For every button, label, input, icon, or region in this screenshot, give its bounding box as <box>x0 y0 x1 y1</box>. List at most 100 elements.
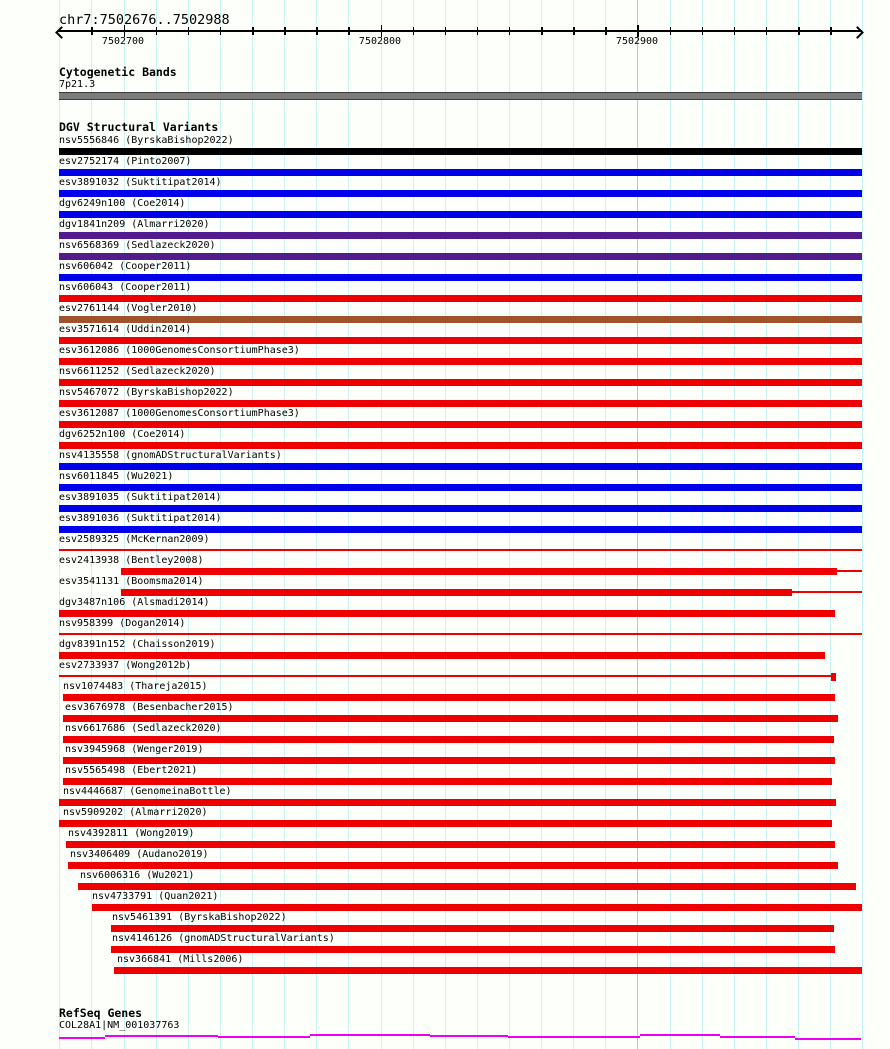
variant-label[interactable]: dgv6252n100 (Coe2014) <box>59 429 186 440</box>
variant-bar[interactable] <box>59 421 862 428</box>
variant-bar[interactable] <box>59 610 835 617</box>
gene-segment[interactable] <box>430 1035 508 1037</box>
variant-bar[interactable] <box>59 169 862 176</box>
variant-bar[interactable] <box>59 652 825 659</box>
variant-label[interactable]: nsv1074483 (Thareja2015) <box>63 681 208 692</box>
variant-label[interactable]: nsv6617686 (Sedlazeck2020) <box>65 723 222 734</box>
variant-label[interactable]: nsv958399 (Dogan2014) <box>59 618 186 629</box>
gene-segment[interactable] <box>218 1036 310 1038</box>
variant-bar[interactable] <box>59 484 862 491</box>
variant-label[interactable]: esv3891035 (Suktitipat2014) <box>59 492 222 503</box>
variant-bar[interactable] <box>66 841 835 848</box>
variant-label[interactable]: nsv366841 (Mills2006) <box>117 954 244 965</box>
variant-label[interactable]: nsv4146126 (gnomADStructuralVariants) <box>112 933 335 944</box>
variant-label[interactable]: nsv5909202 (Almarri2020) <box>63 807 208 818</box>
cytoband-bar[interactable] <box>59 92 862 100</box>
variant-label[interactable]: nsv3406409 (Audano2019) <box>70 849 209 860</box>
variant-label[interactable]: nsv5467072 (ByrskaBishop2022) <box>59 387 234 398</box>
variant-label[interactable]: nsv606043 (Cooper2011) <box>59 282 192 293</box>
variant-label[interactable]: nsv4733791 (Quan2021) <box>92 891 219 902</box>
variant-bar[interactable] <box>121 568 837 575</box>
variant-bar[interactable] <box>59 400 862 407</box>
track-header-dgv-structural-variants[interactable]: DGV Structural Variants <box>59 120 219 134</box>
variant-label[interactable]: esv3541131 (Boomsma2014) <box>59 576 204 587</box>
variant-label[interactable]: nsv6611252 (Sedlazeck2020) <box>59 366 216 377</box>
track-header-cytogenetic-bands[interactable]: Cytogenetic Bands <box>59 65 177 79</box>
variant-bar[interactable] <box>111 925 834 932</box>
variant-label[interactable]: esv2752174 (Pinto2007) <box>59 156 192 167</box>
variant-label[interactable]: nsv4135558 (gnomADStructuralVariants) <box>59 450 282 461</box>
variant-label[interactable]: esv3571614 (Uddin2014) <box>59 324 192 335</box>
variant-label[interactable]: nsv3945968 (Wenger2019) <box>65 744 204 755</box>
variant-line[interactable] <box>59 549 862 551</box>
gene-segment[interactable] <box>795 1038 861 1040</box>
variant-label[interactable]: dgv8391n152 (Chaisson2019) <box>59 639 216 650</box>
gene-segment[interactable] <box>59 1037 105 1039</box>
variant-label[interactable]: esv3612087 (1000GenomesConsortiumPhase3) <box>59 408 300 419</box>
variant-bar[interactable] <box>59 337 862 344</box>
variant-bar[interactable] <box>63 694 835 701</box>
variant-label[interactable]: nsv4446687 (GenomeinaBottle) <box>63 786 232 797</box>
variant-label[interactable]: esv2733937 (Wong2012b) <box>59 660 192 671</box>
variant-bar[interactable] <box>78 883 856 890</box>
variant-bar[interactable] <box>63 736 834 743</box>
variant-label[interactable]: esv3612086 (1000GenomesConsortiumPhase3) <box>59 345 300 356</box>
variant-line[interactable] <box>59 675 831 677</box>
variant-bar[interactable] <box>111 946 835 953</box>
variant-bar[interactable] <box>59 799 836 806</box>
gene-segment[interactable] <box>720 1036 795 1038</box>
variant-bar[interactable] <box>92 904 862 911</box>
variant-bar[interactable] <box>59 295 862 302</box>
variant-label[interactable]: nsv6568369 (Sedlazeck2020) <box>59 240 216 251</box>
variant-bar[interactable] <box>59 463 862 470</box>
variant-bar[interactable] <box>63 778 832 785</box>
variant-bar[interactable] <box>59 379 862 386</box>
variant-label[interactable]: nsv6006316 (Wu2021) <box>80 870 195 881</box>
variant-label[interactable]: dgv3487n106 (Alsmadi2014) <box>59 597 210 608</box>
variant-label[interactable]: esv3676978 (Besenbacher2015) <box>65 702 234 713</box>
variant-bar[interactable] <box>114 967 862 974</box>
variant-bar[interactable] <box>59 820 832 827</box>
variant-block[interactable] <box>831 673 836 681</box>
variant-label[interactable]: nsv6011845 (Wu2021) <box>59 471 174 482</box>
variant-bar[interactable] <box>59 358 862 365</box>
ruler-minor-tick <box>476 27 479 35</box>
gene-segment[interactable] <box>508 1036 640 1038</box>
variant-line[interactable] <box>59 633 862 635</box>
gene-label[interactable]: COL28A1|NM_001037763 <box>59 1020 180 1031</box>
ruler-major-tick <box>123 25 126 37</box>
variant-bar[interactable] <box>59 211 862 218</box>
variant-label[interactable]: dgv1841n209 (Almarri2020) <box>59 219 210 230</box>
variant-label[interactable]: nsv5565498 (Ebert2021) <box>65 765 198 776</box>
variant-label[interactable]: esv2589325 (McKernan2009) <box>59 534 210 545</box>
variant-bar[interactable] <box>59 190 862 197</box>
variant-line[interactable] <box>837 570 862 572</box>
variant-bar[interactable] <box>59 274 862 281</box>
variant-bar[interactable] <box>59 253 862 260</box>
gene-segment[interactable] <box>310 1034 430 1036</box>
variant-bar[interactable] <box>59 442 862 449</box>
variant-label[interactable]: nsv606042 (Cooper2011) <box>59 261 192 272</box>
variant-bar[interactable] <box>63 757 835 764</box>
variant-bar[interactable] <box>63 715 838 722</box>
variant-label[interactable]: nsv5461391 (ByrskaBishop2022) <box>112 912 287 923</box>
variant-label[interactable]: dgv6249n100 (Coe2014) <box>59 198 186 209</box>
variant-bar[interactable] <box>68 862 838 869</box>
variant-label[interactable]: esv2761144 (Vogler2010) <box>59 303 198 314</box>
variant-bar[interactable] <box>59 505 862 512</box>
variant-bar[interactable] <box>59 232 862 239</box>
variant-label[interactable]: esv3891032 (Suktitipat2014) <box>59 177 222 188</box>
track-header-refseq-genes[interactable]: RefSeq Genes <box>59 1006 143 1020</box>
gridline <box>252 0 254 1049</box>
variant-label[interactable]: nsv4392811 (Wong2019) <box>68 828 195 839</box>
variant-bar[interactable] <box>59 148 862 155</box>
variant-bar[interactable] <box>121 589 792 596</box>
gene-segment[interactable] <box>640 1034 720 1036</box>
variant-bar[interactable] <box>59 526 862 533</box>
variant-label[interactable]: nsv5556846 (ByrskaBishop2022) <box>59 135 234 146</box>
variant-line[interactable] <box>792 591 862 593</box>
gene-segment[interactable] <box>105 1035 218 1037</box>
variant-bar[interactable] <box>59 316 862 323</box>
variant-label[interactable]: esv2413938 (Bentley2008) <box>59 555 204 566</box>
variant-label[interactable]: esv3891036 (Suktitipat2014) <box>59 513 222 524</box>
